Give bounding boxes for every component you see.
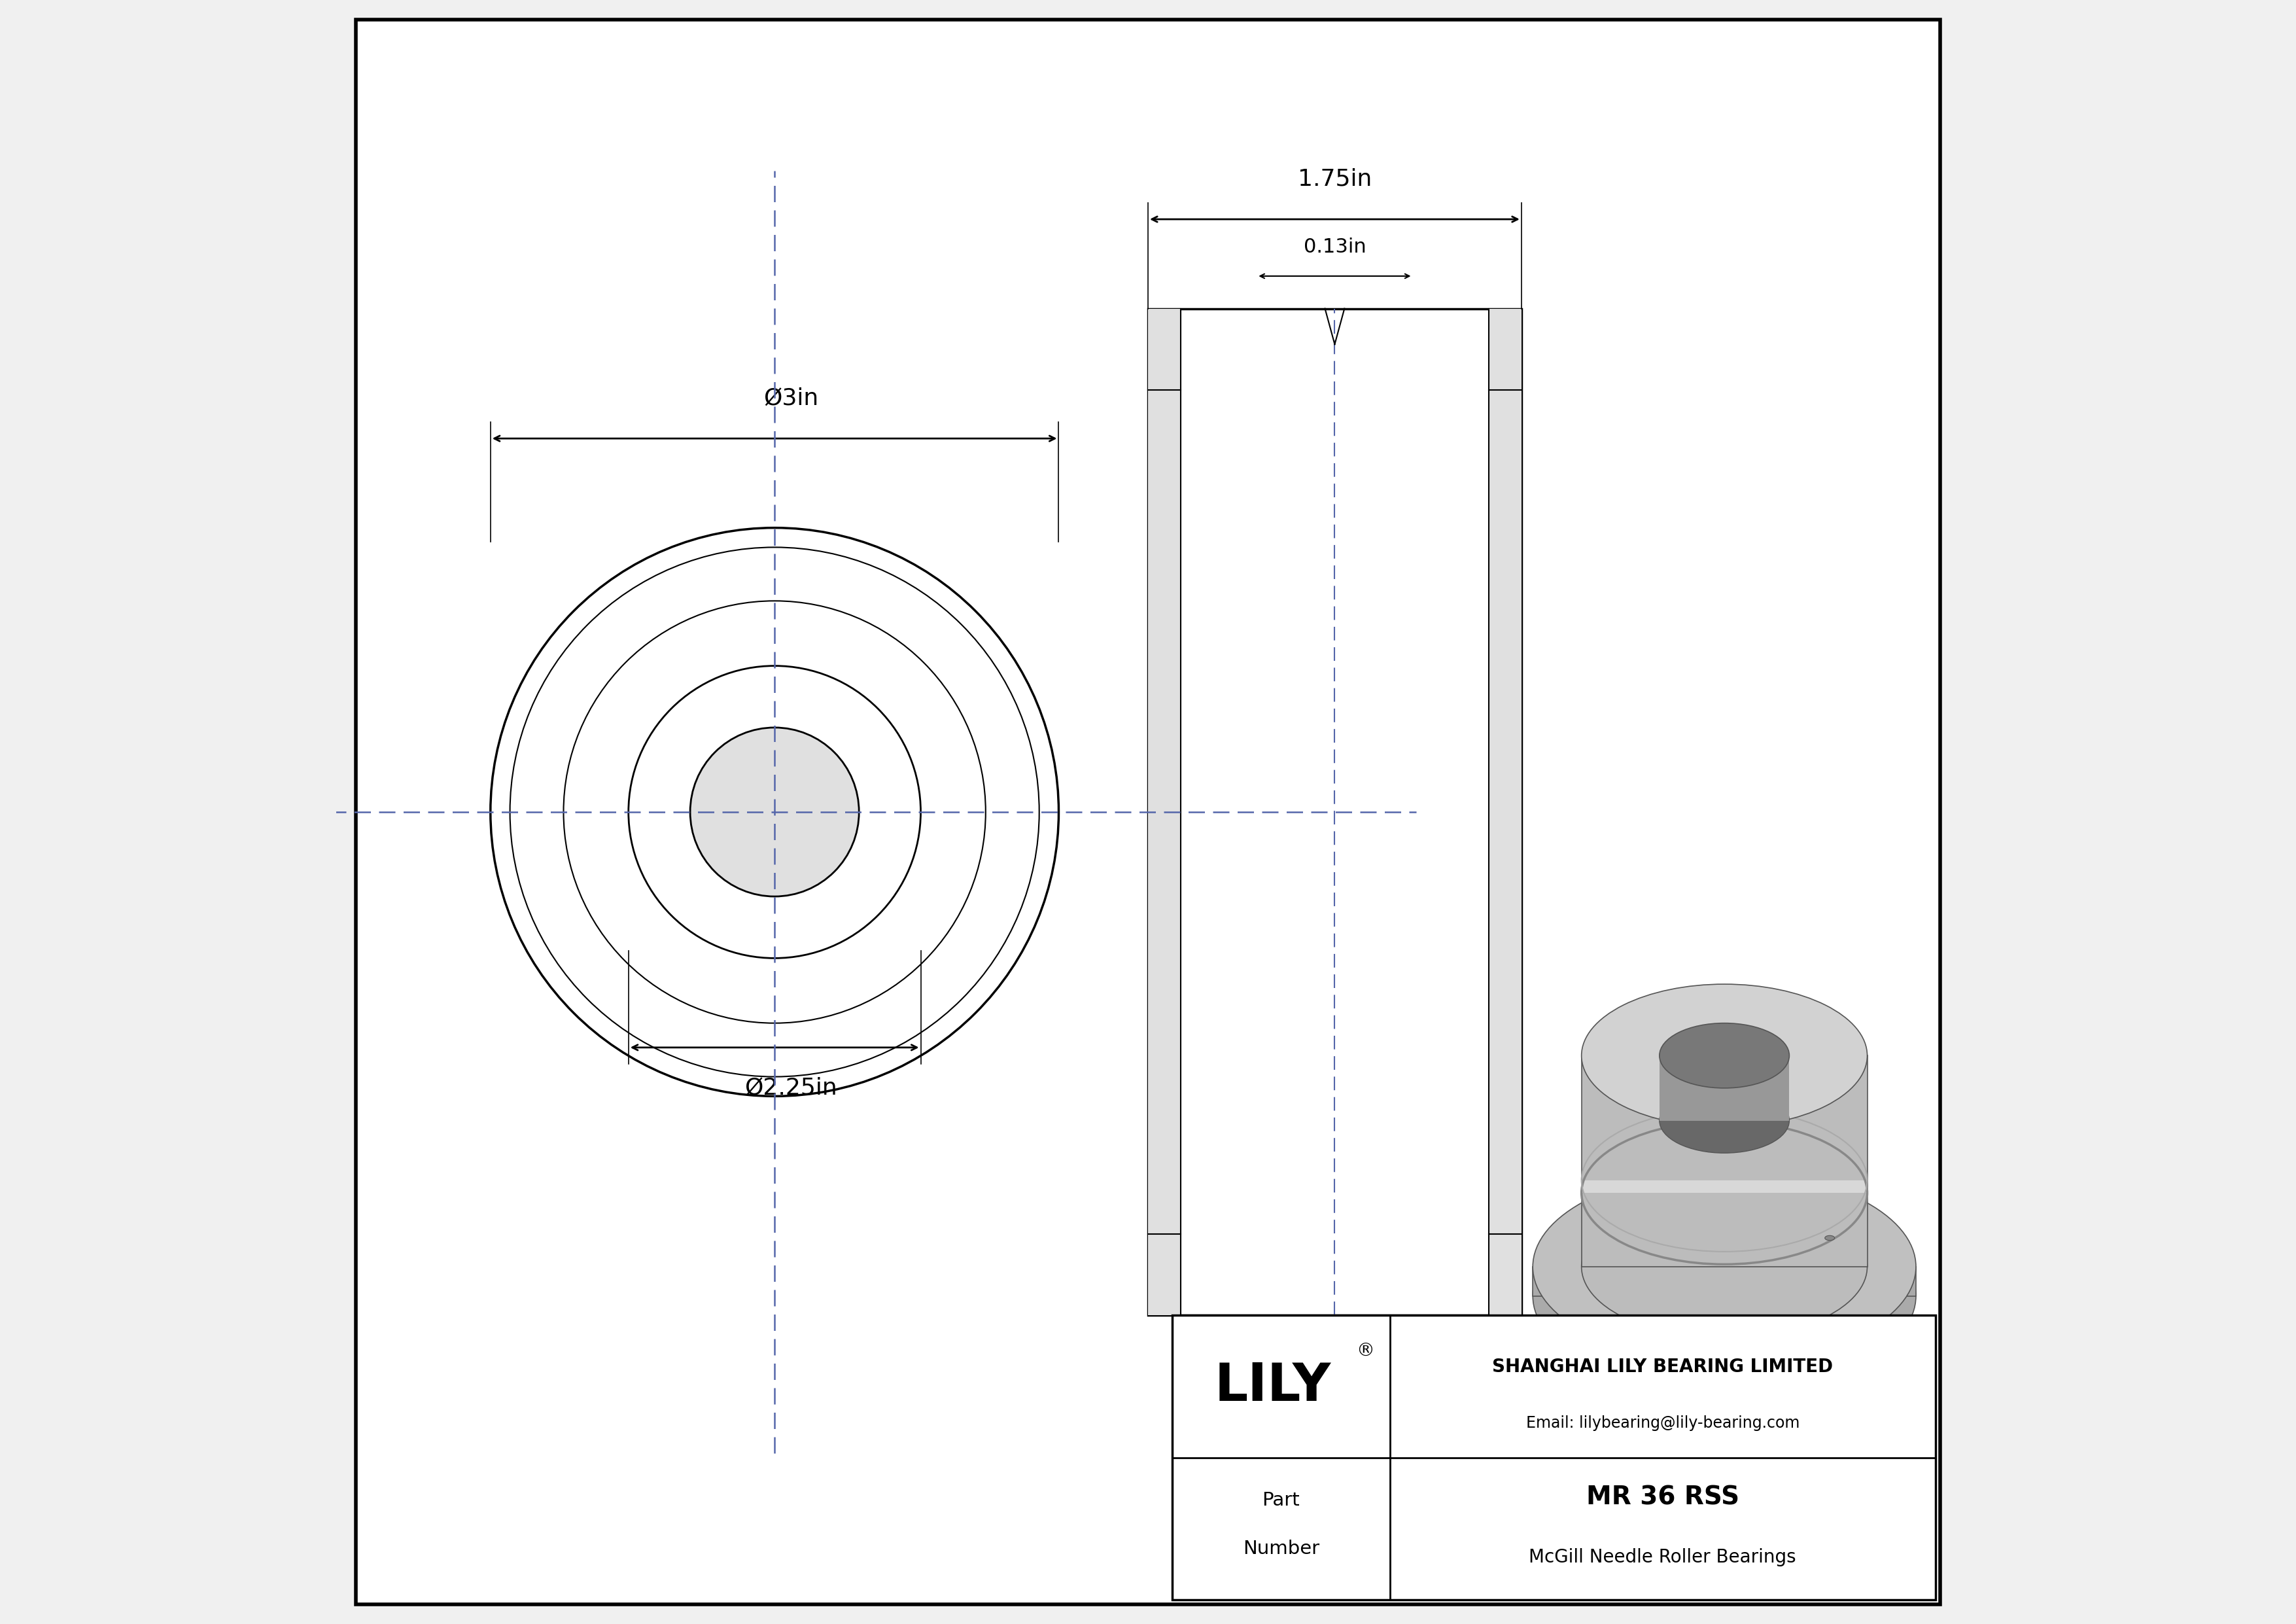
Text: SHANGHAI LILY BEARING LIMITED: SHANGHAI LILY BEARING LIMITED	[1492, 1358, 1832, 1376]
Ellipse shape	[563, 601, 985, 1023]
Ellipse shape	[1660, 1088, 1789, 1153]
Text: LILY: LILY	[1215, 1361, 1332, 1411]
Text: 1.75in: 1.75in	[1297, 167, 1371, 190]
Polygon shape	[1582, 1181, 1867, 1192]
Bar	[1148, 309, 1522, 1315]
Text: MR 36 RSS: MR 36 RSS	[1587, 1484, 1738, 1510]
Polygon shape	[1534, 1267, 1915, 1296]
Ellipse shape	[1582, 984, 1867, 1127]
Ellipse shape	[1582, 1195, 1867, 1338]
Ellipse shape	[629, 666, 921, 958]
Ellipse shape	[510, 547, 1040, 1077]
Bar	[1488, 309, 1522, 1315]
Bar	[1173, 1315, 1936, 1600]
Polygon shape	[1582, 1056, 1867, 1267]
Text: Ø2.25in: Ø2.25in	[744, 1077, 838, 1099]
Bar	[1148, 309, 1180, 1315]
Ellipse shape	[1534, 1171, 1915, 1363]
Text: Number: Number	[1242, 1540, 1320, 1557]
Ellipse shape	[691, 728, 859, 896]
Text: McGill Needle Roller Bearings: McGill Needle Roller Bearings	[1529, 1548, 1795, 1566]
Ellipse shape	[1660, 1023, 1789, 1088]
Text: Email: lilybearing@lily-bearing.com: Email: lilybearing@lily-bearing.com	[1527, 1416, 1800, 1431]
Text: Part: Part	[1263, 1491, 1300, 1509]
Ellipse shape	[1534, 1200, 1915, 1392]
Ellipse shape	[1825, 1236, 1835, 1241]
Ellipse shape	[491, 528, 1058, 1096]
Text: 0.13in: 0.13in	[1304, 237, 1366, 257]
Text: Ø3in: Ø3in	[762, 387, 817, 409]
Polygon shape	[1660, 1056, 1789, 1121]
Text: ®: ®	[1357, 1341, 1375, 1359]
